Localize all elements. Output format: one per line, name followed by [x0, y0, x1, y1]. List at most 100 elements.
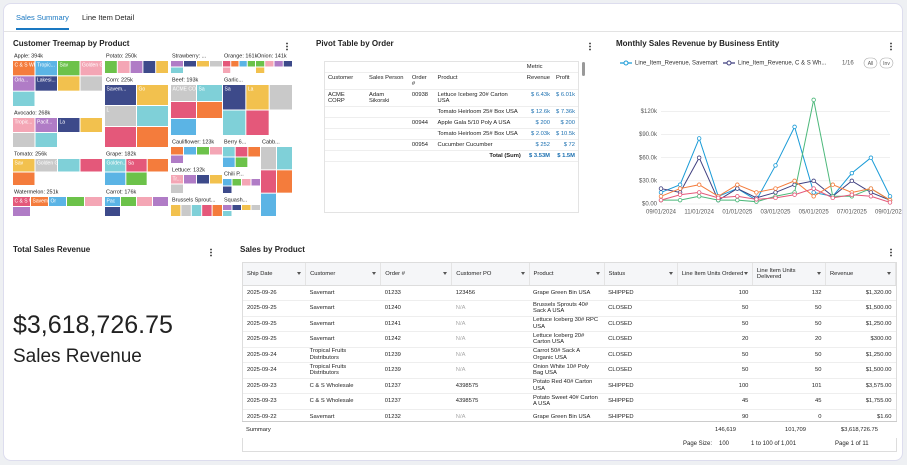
- menu[interactable]: [890, 42, 892, 51]
- data-point: [811, 97, 816, 103]
- data-point: [868, 186, 874, 191]
- tile: [13, 133, 35, 147]
- pivot-row: 00954 Cucumber Cucumber $ 252 $ 72: [325, 139, 578, 151]
- group-label: Squash...: [224, 197, 248, 203]
- pivot-header: Product: [434, 72, 524, 90]
- cell: Lettuce Iceberg 20# Carton USA: [529, 331, 605, 348]
- cell: Grape Green Bin USA: [529, 285, 605, 301]
- x-tick-label: 07/01/2025: [837, 210, 868, 216]
- data-point: [887, 194, 893, 199]
- column-header[interactable]: Line Item Units Delivered: [752, 263, 826, 286]
- column-header[interactable]: Order #: [380, 263, 453, 286]
- tile: [80, 118, 102, 132]
- data-point: [658, 194, 664, 199]
- data-point: [830, 195, 835, 201]
- menu[interactable]: [890, 248, 892, 257]
- pivot-cell: Lettuce Iceberg 20# Carton USA: [434, 89, 524, 107]
- tile: [181, 205, 191, 216]
- tile-label: Savem...: [33, 198, 53, 204]
- group-label: Carrot: 176k: [106, 189, 137, 195]
- tile: [277, 147, 292, 170]
- tile-label: Tropic...: [15, 119, 33, 125]
- summary-row: Summary 146,619 101,709 $3,618,726.75: [242, 421, 897, 438]
- cell: CLOSED: [604, 300, 678, 317]
- menu[interactable]: [286, 42, 288, 51]
- cell: SHIPPED: [604, 285, 678, 301]
- tile: [126, 159, 147, 172]
- cell: 01233: [380, 285, 452, 301]
- column-header[interactable]: Customer PO: [451, 263, 530, 286]
- cell: 2025-09-25: [243, 331, 306, 348]
- group-label: Apple: 394k: [14, 53, 43, 59]
- cell: Carrot 50# Sack A Organic USA: [529, 347, 605, 363]
- cell: N/A: [451, 347, 530, 363]
- data-point: [696, 182, 702, 187]
- tile: [184, 61, 196, 67]
- column-header[interactable]: Customer: [305, 263, 382, 286]
- pivot-table: Metric Customer Sales Person Order # Product…: [325, 62, 578, 162]
- pivot-cell: [325, 106, 367, 118]
- menu[interactable]: [210, 248, 212, 257]
- tile-label: Sav: [60, 62, 69, 68]
- group-label: Corn: 225k: [106, 77, 133, 83]
- summary-cell: $3,618,726.75: [840, 427, 878, 433]
- pivot-total-label: Total (Sum): [325, 150, 524, 162]
- group-label: Cabb...: [262, 139, 280, 145]
- tile: [171, 155, 183, 163]
- cell: $1,320.00: [825, 285, 896, 301]
- group-label: Grape: 182k: [106, 151, 137, 157]
- pivot-cell: Apple Gala 5/10 Poly A USA: [434, 117, 524, 129]
- cell: 01239: [380, 362, 452, 379]
- tile: [80, 61, 102, 76]
- column-header[interactable]: Product: [529, 263, 605, 286]
- tile: [235, 157, 248, 167]
- page-size-label: Page Size:: [683, 441, 713, 447]
- cell: CLOSED: [604, 316, 678, 332]
- tile: [223, 179, 232, 186]
- data-point: [773, 186, 778, 191]
- pivot-row: Customer Sales Person Order # Product Revenu…: [325, 72, 578, 90]
- pivot-total: Total (Sum) $ 3.53M $ 1.5M: [325, 150, 578, 162]
- legend-button[interactable]: [863, 57, 878, 69]
- tile: [261, 147, 276, 170]
- cell: 20: [677, 331, 753, 348]
- legend-button-label: All: [868, 61, 874, 67]
- tile: [191, 205, 202, 216]
- tile: [58, 61, 80, 76]
- pivot-cell: [325, 117, 367, 129]
- cell: Potato Sweet 40# Carton A USA: [529, 393, 605, 410]
- tile: [274, 61, 283, 67]
- data-point: [677, 186, 683, 191]
- tile-label: Tr...: [173, 176, 181, 182]
- tile: [223, 186, 232, 193]
- tile: [105, 207, 120, 216]
- tile-label: Pac: [107, 198, 116, 204]
- column-header[interactable]: Status: [604, 263, 678, 286]
- cell: Brussels Sprouts 40# Sack A USA: [529, 300, 605, 317]
- tile: [126, 172, 147, 185]
- page-size[interactable]: 100: [719, 441, 730, 447]
- tile: [197, 102, 222, 118]
- data-point: [716, 195, 721, 201]
- legend-button-label: Inv: [883, 61, 890, 67]
- pivot-header: Metric: [523, 62, 578, 73]
- cell: 50: [677, 347, 753, 363]
- tile: [247, 61, 255, 67]
- tile-label: L: [107, 107, 110, 113]
- pivot-row: Tomato Heirloom 25# Box USA $ 2.03k $ 10.5…: [325, 128, 578, 140]
- tile: [256, 67, 265, 73]
- tile: [35, 61, 57, 76]
- data-point: [773, 190, 778, 195]
- tile: [130, 61, 143, 73]
- tab[interactable]: Line Item Detail: [82, 13, 135, 22]
- tile: [171, 119, 196, 135]
- legend-button[interactable]: [879, 57, 894, 69]
- menu[interactable]: [589, 42, 591, 51]
- column-header[interactable]: Revenue: [825, 263, 896, 286]
- tile: [223, 211, 232, 216]
- x-tick-label: 09/01/2025: [875, 210, 902, 216]
- tab[interactable]: Sales Summary: [16, 13, 69, 30]
- column-header[interactable]: Ship Date: [243, 263, 307, 286]
- column-header[interactable]: Line Item Units Ordered: [677, 263, 753, 286]
